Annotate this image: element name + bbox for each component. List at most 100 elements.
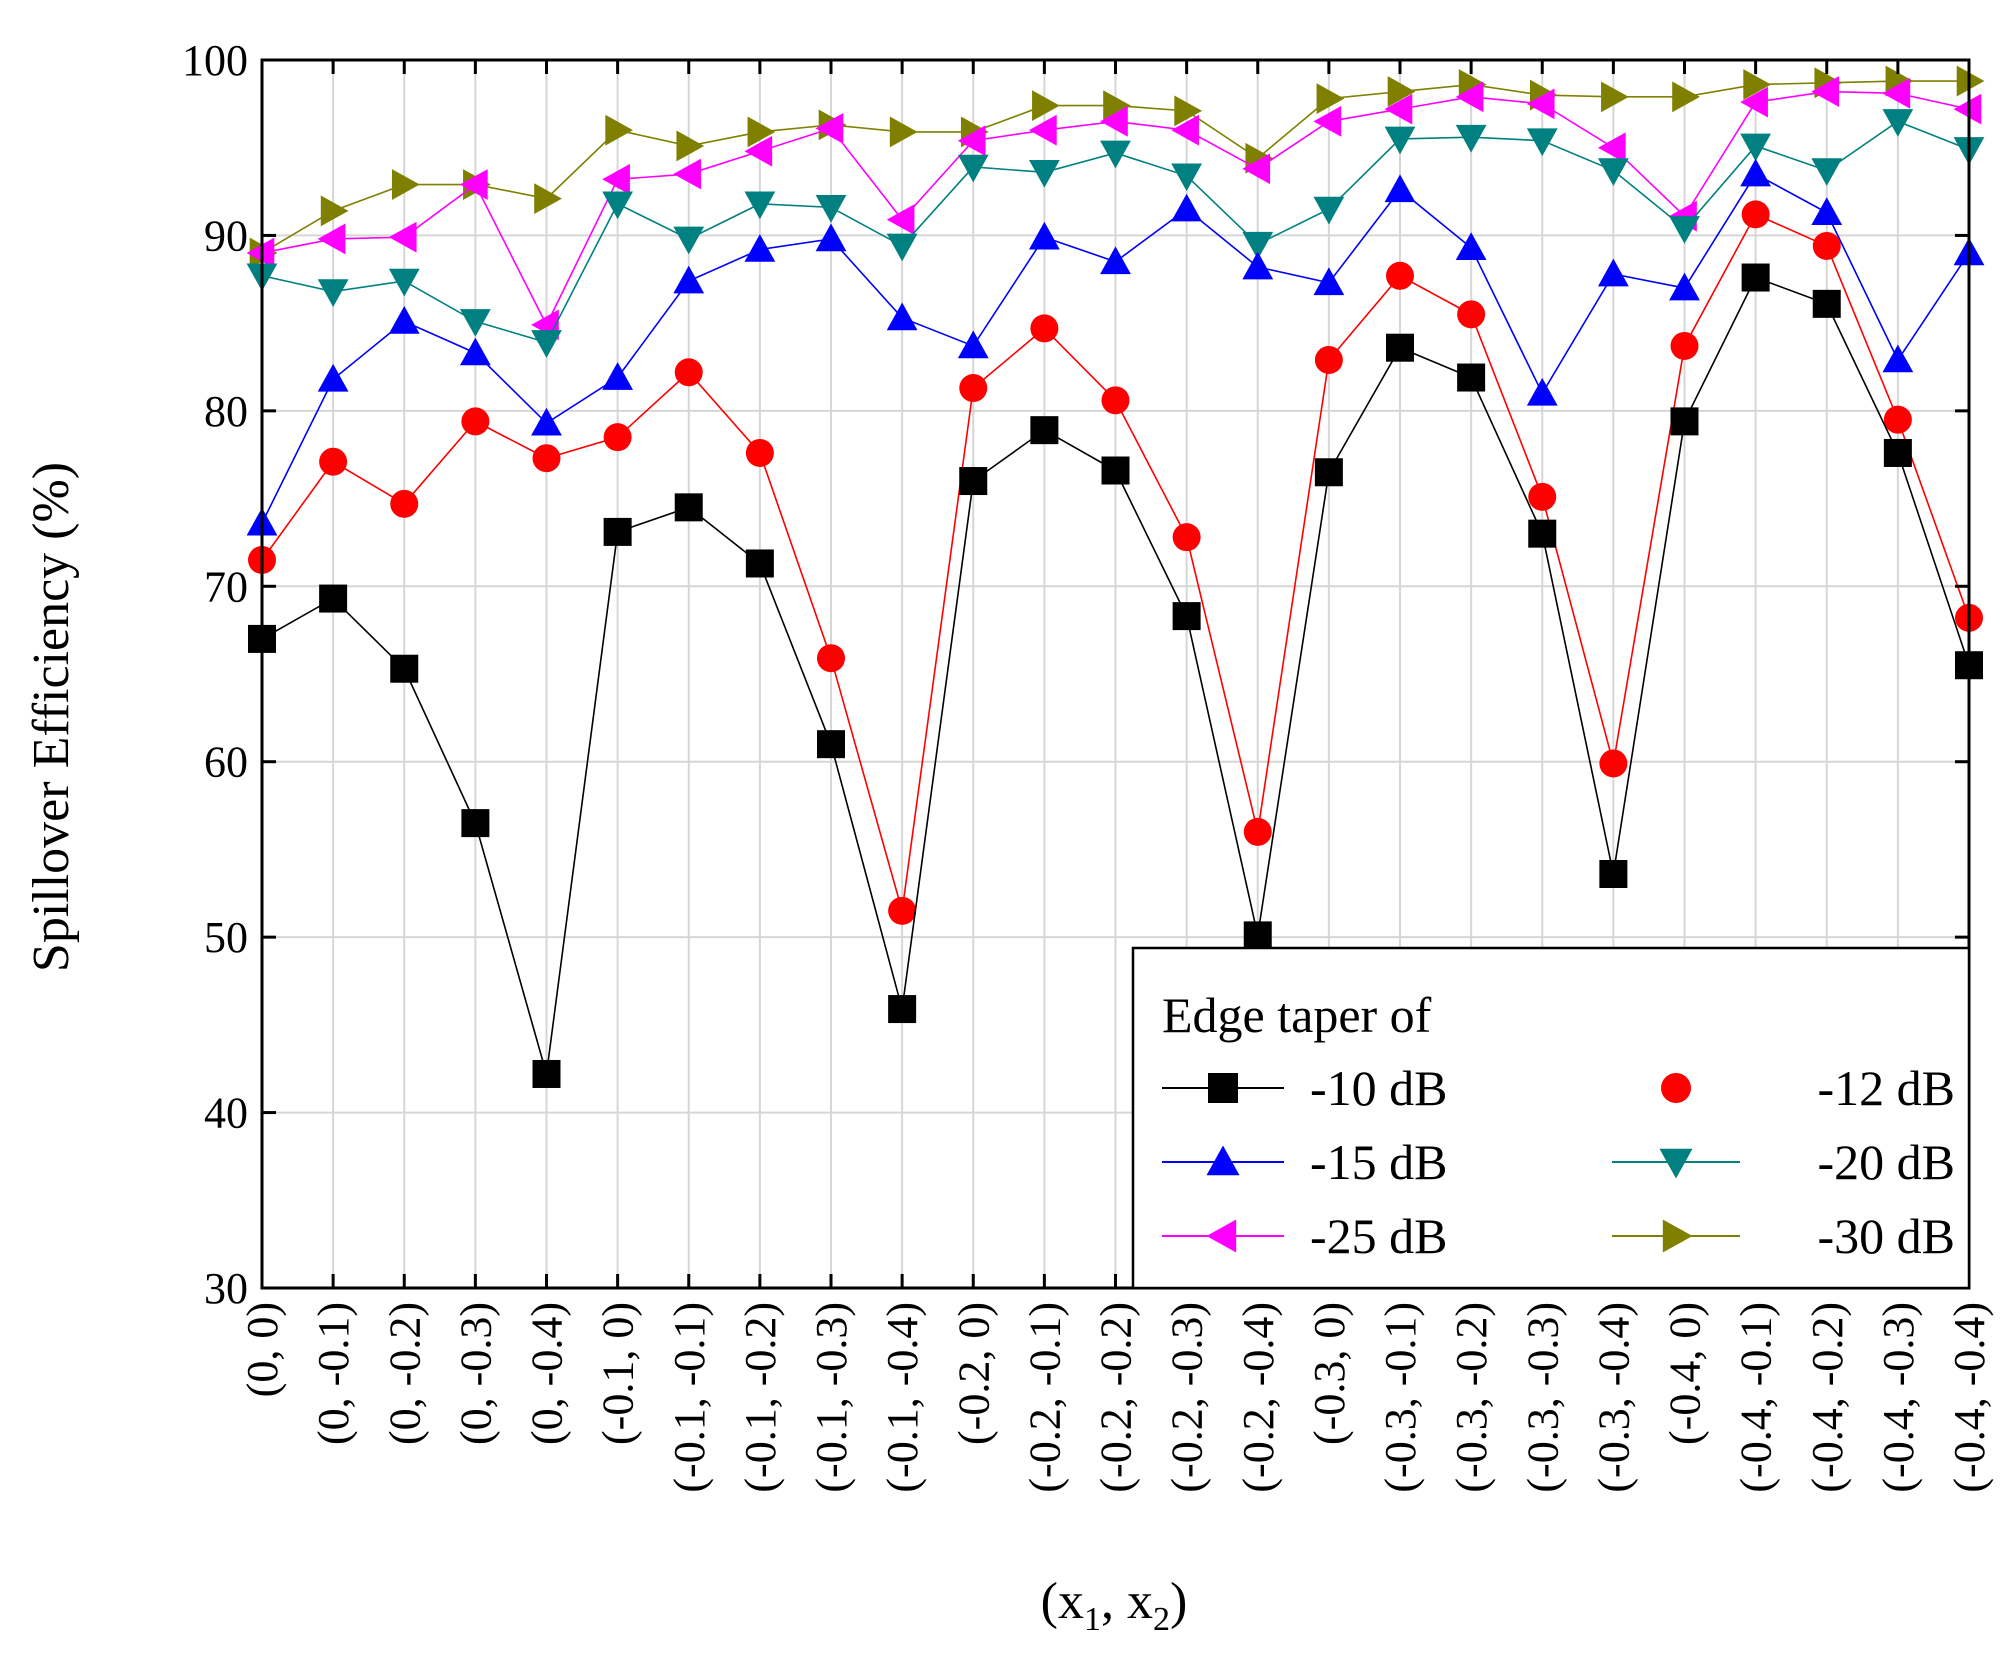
series-1-point-8 bbox=[817, 644, 845, 673]
series-0-point-19 bbox=[1599, 859, 1628, 888]
series-0-point-15 bbox=[1314, 458, 1343, 487]
y-tick-label-7: 100 bbox=[182, 36, 248, 85]
legend-label-1: -12 dB bbox=[1818, 1060, 1956, 1116]
series-2-point-14 bbox=[1242, 251, 1274, 280]
x-tick-label-4: (0, -0.4) bbox=[523, 1302, 572, 1445]
series-3-point-7 bbox=[744, 191, 776, 220]
series-2-point-8 bbox=[815, 223, 847, 252]
legend-marker-5 bbox=[1662, 1219, 1693, 1253]
series-3-point-19 bbox=[1597, 158, 1629, 186]
x-tick-label-2: (0, -0.2) bbox=[380, 1302, 429, 1445]
series-1-point-20 bbox=[1670, 331, 1699, 360]
series-1-point-9 bbox=[888, 896, 917, 925]
series-1-point-10 bbox=[959, 374, 988, 403]
series-1 bbox=[248, 200, 1983, 925]
series-2-point-18 bbox=[1526, 377, 1558, 406]
x-tick-label-22: (-0.4, -0.2) bbox=[1803, 1302, 1852, 1493]
series-5-point-6 bbox=[676, 130, 705, 162]
series-3-point-11 bbox=[1028, 159, 1060, 188]
series-0-point-18 bbox=[1528, 519, 1557, 548]
series-5-point-7 bbox=[747, 116, 776, 148]
series-5-point-5 bbox=[605, 114, 634, 146]
ticks: 30 40 50 60 70 80 90 100 (0, 0) (0, -0.1) (0, -0.2… bbox=[182, 36, 1994, 1493]
series-3-point-17 bbox=[1455, 124, 1487, 153]
series-4-point-21 bbox=[1740, 86, 1768, 118]
series-3-point-8 bbox=[815, 195, 847, 223]
series-2-point-9 bbox=[886, 302, 918, 331]
series-4-point-0 bbox=[246, 237, 275, 269]
series-5-point-24 bbox=[1956, 65, 1985, 97]
legend-marker-1 bbox=[1661, 1073, 1691, 1103]
series-4-point-13 bbox=[1171, 114, 1199, 146]
legend-marker-2 bbox=[1206, 1145, 1240, 1176]
series-0-point-20 bbox=[1670, 407, 1699, 436]
y-tick-label-3: 60 bbox=[204, 738, 248, 787]
legend-title: Edge taper of bbox=[1162, 987, 1432, 1043]
y-tick-label-1: 40 bbox=[204, 1089, 248, 1138]
series-0-point-16 bbox=[1386, 333, 1414, 362]
series-0-point-21 bbox=[1741, 263, 1770, 292]
series-4-point-2 bbox=[388, 221, 417, 253]
series-2-point-17 bbox=[1455, 232, 1487, 261]
series-3-point-21 bbox=[1740, 133, 1772, 162]
series-1-point-14 bbox=[1243, 817, 1272, 846]
x-tick-label-24: (-0.4, -0.4) bbox=[1945, 1302, 1994, 1493]
series-5-point-1 bbox=[320, 195, 349, 227]
series-5-point-16 bbox=[1387, 76, 1416, 107]
series-2-point-4 bbox=[531, 407, 562, 436]
y-tick-label-6: 90 bbox=[204, 211, 248, 260]
legend-marker-0 bbox=[1208, 1073, 1238, 1103]
series-3-point-1 bbox=[317, 279, 349, 307]
series-4-point-1 bbox=[317, 223, 346, 255]
y-tick-label-5: 80 bbox=[204, 387, 248, 436]
series-4-point-8 bbox=[815, 113, 844, 144]
series-1-point-1 bbox=[319, 447, 348, 476]
legend-label-5: -30 dB bbox=[1818, 1208, 1956, 1264]
series-1-point-15 bbox=[1314, 345, 1343, 374]
series-1-point-6 bbox=[674, 358, 703, 387]
series-3-point-20 bbox=[1669, 216, 1700, 244]
series-1-point-4 bbox=[532, 444, 561, 473]
series-1-point-5 bbox=[603, 423, 632, 452]
series-4-point-10 bbox=[957, 125, 986, 157]
series-1-point-13 bbox=[1172, 523, 1201, 552]
x-tick-label-1: (0, -0.1) bbox=[309, 1302, 358, 1445]
series-0-point-3 bbox=[461, 809, 490, 838]
legend-marker-4 bbox=[1206, 1219, 1237, 1253]
series-3-point-9 bbox=[886, 233, 918, 262]
series-1-point-16 bbox=[1386, 261, 1414, 290]
legend-box bbox=[1131, 946, 1971, 1290]
series-1-point-19 bbox=[1599, 749, 1628, 778]
series-3-point-3 bbox=[459, 309, 491, 337]
series-4-point-18 bbox=[1526, 88, 1555, 120]
series-5-point-21 bbox=[1743, 69, 1772, 100]
series-4-point-24 bbox=[1953, 93, 1982, 125]
legend-label-4: -25 dB bbox=[1310, 1208, 1448, 1264]
series-2-point-20 bbox=[1669, 272, 1700, 301]
x-tick-label-0: (0, 0) bbox=[238, 1302, 287, 1397]
legend: Edge taper of -10 dB -12 dB -15 dB -20 dB -2… bbox=[1131, 946, 1971, 1290]
series-1-point-12 bbox=[1101, 386, 1130, 415]
series-4-point-11 bbox=[1028, 114, 1057, 146]
x-axis-label-end: ) bbox=[1170, 1573, 1187, 1630]
series-5-point-12 bbox=[1103, 90, 1131, 122]
series-4-point-3 bbox=[459, 169, 488, 200]
series-2-point-22 bbox=[1811, 197, 1843, 225]
series-1-point-23 bbox=[1883, 405, 1912, 434]
series-4-point-5 bbox=[602, 163, 630, 195]
series-0-point-10 bbox=[959, 467, 988, 496]
x-tick-label-3: (0, -0.3) bbox=[451, 1302, 500, 1445]
series-1-point-17 bbox=[1457, 300, 1486, 329]
x-tick-label-10: (-0.2, 0) bbox=[949, 1302, 998, 1445]
series-2 bbox=[246, 158, 1985, 536]
legend-label-0: -10 dB bbox=[1310, 1060, 1448, 1116]
y-tick-label-2: 50 bbox=[204, 913, 248, 962]
x-axis-label-sub2: 2 bbox=[1153, 1601, 1170, 1638]
series-2-point-12 bbox=[1100, 246, 1131, 275]
x-tick-label-8: (-0.1, -0.3) bbox=[807, 1302, 856, 1493]
series-0-point-1 bbox=[319, 584, 348, 613]
series-3-point-5 bbox=[602, 191, 634, 220]
series-3-point-2 bbox=[388, 268, 420, 297]
series-0-point-2 bbox=[390, 654, 419, 683]
